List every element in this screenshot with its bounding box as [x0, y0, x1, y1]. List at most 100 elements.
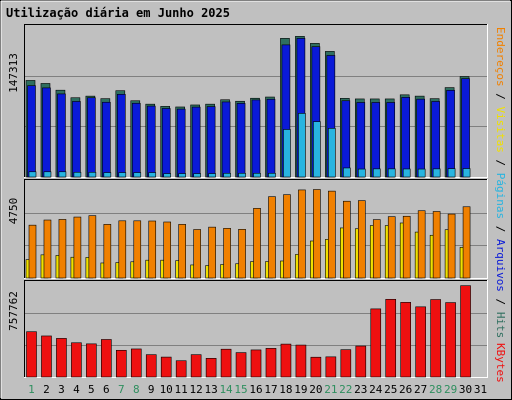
kbytes-bar	[205, 358, 217, 378]
sites-bar	[238, 229, 246, 279]
kbytes-bar	[235, 352, 247, 378]
pages-bar	[148, 172, 157, 178]
panel2: 4750	[7, 179, 488, 279]
kbytes-bar	[41, 335, 52, 378]
pages-bar	[357, 168, 366, 178]
files-bar	[386, 102, 396, 178]
sites-bar	[283, 194, 291, 279]
pages-bar	[118, 172, 127, 178]
sites-bar	[88, 215, 97, 279]
day-label: 28	[429, 383, 442, 396]
day-label: 8	[133, 383, 140, 396]
pages-bar	[238, 172, 246, 178]
pages-bar	[223, 172, 231, 178]
files-bar	[431, 101, 440, 178]
sites-bar	[43, 219, 52, 279]
sites-bar	[148, 220, 157, 279]
pages-bar	[73, 171, 82, 178]
day-label: 13	[204, 383, 217, 396]
pages-bar	[283, 129, 291, 178]
kbytes-bar	[460, 285, 471, 378]
sites-bar	[73, 216, 82, 279]
kbytes-bar	[250, 349, 262, 378]
sites-bar	[58, 219, 67, 279]
sites-bar	[118, 220, 127, 279]
files-bar	[221, 101, 231, 178]
day-label: 9	[148, 383, 155, 396]
pages-bar	[58, 171, 67, 178]
files-bar	[251, 99, 261, 178]
files-bar	[87, 97, 96, 178]
pages-bar	[447, 168, 456, 178]
day-label: 30	[459, 383, 472, 396]
legend-panel1: Endereços / Visitas / Páginas / Arquivos…	[494, 27, 507, 338]
day-label: 29	[444, 383, 457, 396]
pages-bar	[88, 171, 97, 178]
files-bar	[131, 102, 141, 178]
kbytes-bar	[175, 360, 187, 378]
pages-bar	[178, 173, 186, 178]
panel1-max-label: 147313	[7, 53, 20, 93]
kbytes-bar	[415, 306, 426, 378]
day-label: 27	[414, 383, 427, 396]
legend-panel3-item: KBytes	[494, 343, 507, 383]
day-label: 24	[369, 383, 383, 396]
files-bar	[356, 102, 366, 178]
kbytes-bar	[385, 298, 397, 378]
files-bar	[401, 97, 410, 178]
day-label: 18	[279, 383, 292, 396]
sites-bar	[402, 215, 411, 279]
files-bar	[176, 108, 186, 178]
files-bar	[102, 101, 111, 178]
kbytes-bar	[160, 356, 172, 378]
kbytes-bar	[130, 348, 142, 378]
day-label: 15	[234, 383, 247, 396]
day-label: 19	[294, 383, 307, 396]
legend-panel1-item: Arquivos	[494, 239, 507, 292]
sites-bar	[447, 213, 456, 279]
panel1: 147313	[7, 24, 488, 178]
kbytes-bar	[280, 343, 292, 378]
legend-panel1-item: /	[494, 153, 507, 173]
legend-panel1-item: /	[494, 292, 507, 312]
pages-bar	[432, 168, 441, 178]
day-label: 20	[309, 383, 322, 396]
files-bar	[371, 102, 381, 178]
pages-bar	[402, 168, 411, 178]
pages-bar	[268, 172, 276, 178]
day-label: 10	[160, 383, 173, 396]
files-bar	[341, 100, 351, 178]
day-label: 17	[264, 383, 277, 396]
files-bar	[146, 105, 156, 178]
kbytes-bar	[116, 349, 127, 378]
sites-bar	[298, 189, 306, 279]
files-bar	[72, 101, 81, 178]
files-bar	[206, 106, 216, 178]
pages-bar	[163, 173, 172, 178]
sites-bar	[193, 229, 201, 279]
files-bar	[446, 89, 455, 178]
legend-panel1-item: Endereços	[494, 27, 507, 87]
pages-bar	[43, 171, 52, 178]
files-bar	[416, 98, 425, 178]
kbytes-bar	[26, 331, 37, 378]
panel3-max-label: 757762	[7, 291, 20, 331]
day-label: 25	[384, 383, 397, 396]
sites-bar	[343, 200, 351, 279]
panel3: 757762	[7, 280, 488, 378]
sites-bar	[372, 219, 381, 279]
day-axis: 1 2 3 4 5 6 7 8 9 10 11 12 13 14 15 16 17 18 19 20 21 22 23 24 2…	[28, 383, 487, 396]
pages-bar	[343, 167, 351, 178]
day-label: 21	[324, 383, 337, 396]
kbytes-bar	[220, 348, 232, 378]
kbytes-bar	[265, 348, 277, 378]
chart-title: Utilização diária em Junho 2025	[6, 6, 230, 20]
pages-bar	[328, 128, 336, 178]
day-label: 12	[190, 383, 203, 396]
pages-bar	[28, 171, 37, 178]
day-label: 22	[339, 383, 352, 396]
panels-layer: 147313 4750 757762	[7, 24, 488, 378]
sites-bar	[253, 208, 261, 279]
sites-bar	[208, 226, 216, 279]
files-bar	[57, 93, 66, 178]
